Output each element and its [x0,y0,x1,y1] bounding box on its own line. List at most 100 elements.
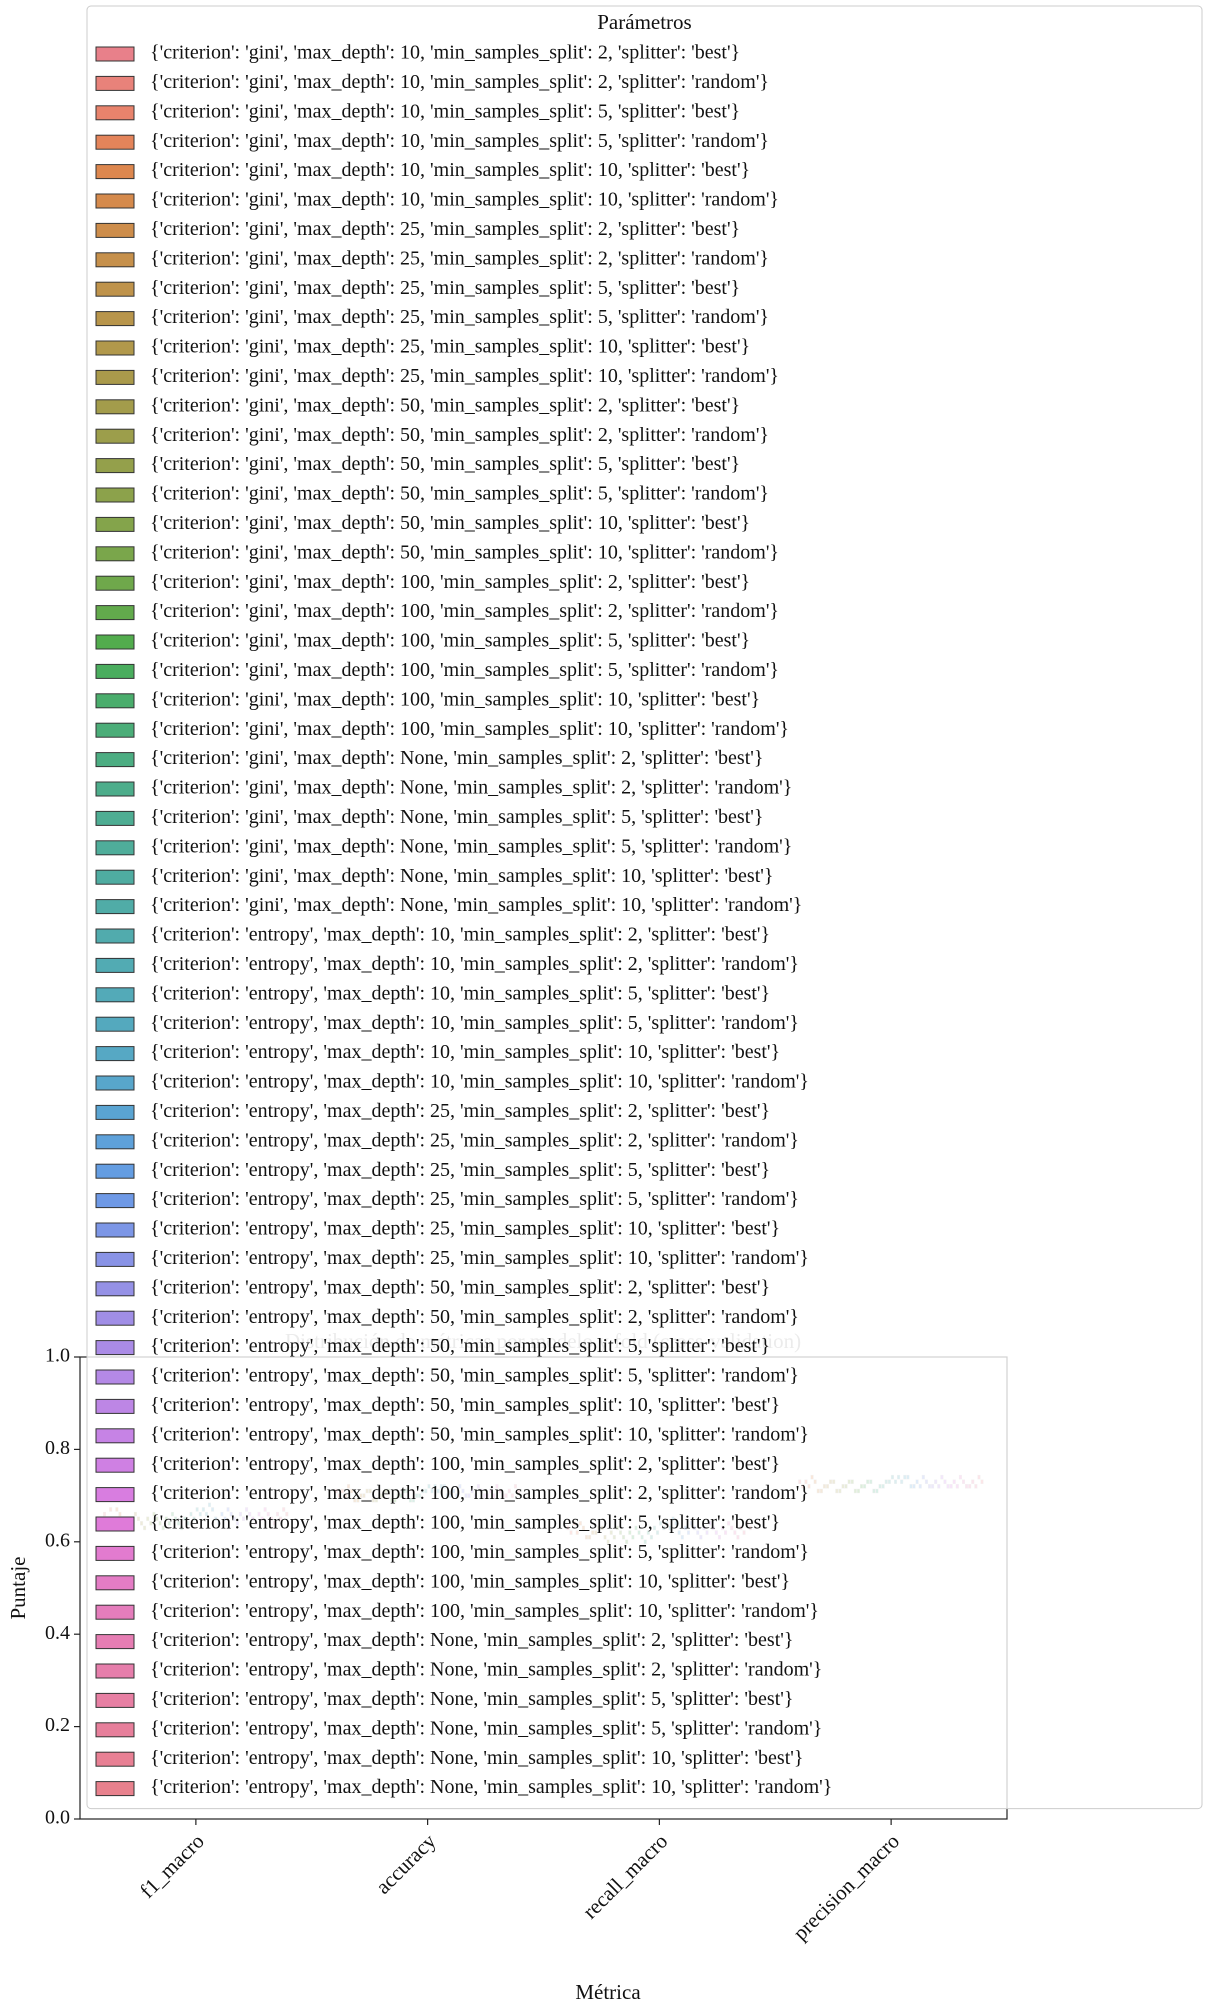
legend-swatch [95,399,135,415]
legend-label: {'criterion': 'entropy', 'max_depth': No… [150,1747,803,1769]
legend-swatch [95,222,135,238]
legend-swatch [95,340,135,356]
legend-label: {'criterion': 'gini', 'max_depth': None,… [150,835,792,857]
legend-swatch [95,1310,135,1326]
legend-label: {'criterion': 'gini', 'max_depth': 10, '… [150,159,750,181]
legend-swatch [95,1751,135,1767]
legend-swatch [95,1634,135,1650]
legend-label: {'criterion': 'entropy', 'max_depth': No… [150,1688,793,1710]
legend-label: {'criterion': 'entropy', 'max_depth': No… [150,1717,822,1739]
legend-label: {'criterion': 'gini', 'max_depth': None,… [150,777,792,799]
y-tick-label: 0.4 [45,1622,70,1644]
legend-label: {'criterion': 'entropy', 'max_depth': 10… [150,1541,809,1563]
legend-swatch [95,1222,135,1238]
legend-label: {'criterion': 'entropy', 'max_depth': 10… [150,1600,819,1622]
legend-swatch [95,1516,135,1532]
legend-swatch [95,1781,135,1797]
legend-label: {'criterion': 'entropy', 'max_depth': 10… [150,953,799,975]
legend-label: {'criterion': 'gini', 'max_depth': 25, '… [150,306,769,328]
legend-label: {'criterion': 'entropy', 'max_depth': 10… [150,1071,809,1093]
legend-swatch [95,987,135,1003]
legend-swatch [95,311,135,327]
legend-label: {'criterion': 'gini', 'max_depth': 100, … [150,571,750,593]
legend-swatch [95,605,135,621]
legend-label: {'criterion': 'gini', 'max_depth': 50, '… [150,394,740,416]
legend-swatch [95,722,135,738]
legend-swatch [95,164,135,180]
legend-label: {'criterion': 'entropy', 'max_depth': 10… [150,1482,809,1504]
legend-title: Parámetros [597,10,691,34]
legend-swatch [95,46,135,62]
legend-label: {'criterion': 'gini', 'max_depth': 50, '… [150,424,769,446]
legend-swatch [95,369,135,385]
legend-swatch [95,575,135,591]
legend-swatch [95,1340,135,1356]
legend-swatch [95,1692,135,1708]
legend-label: {'criterion': 'gini', 'max_depth': 25, '… [150,336,750,358]
legend-swatch [95,1134,135,1150]
legend-swatch [95,1663,135,1679]
legend-label: {'criterion': 'gini', 'max_depth': 10, '… [150,189,779,211]
legend-label: {'criterion': 'entropy', 'max_depth': 10… [150,1512,780,1534]
legend-swatch [95,487,135,503]
legend-swatch [95,458,135,474]
legend-swatch [95,1075,135,1091]
legend-swatch [95,810,135,826]
legend-label: {'criterion': 'entropy', 'max_depth': 10… [150,1453,780,1475]
legend-label: {'criterion': 'gini', 'max_depth': 50, '… [150,453,740,475]
legend-label: {'criterion': 'gini', 'max_depth': None,… [150,894,802,916]
legend-swatch [95,1163,135,1179]
legend-swatch [95,840,135,856]
legend-swatch [95,634,135,650]
legend-label: {'criterion': 'gini', 'max_depth': 25, '… [150,277,740,299]
legend-label: {'criterion': 'gini', 'max_depth': 10, '… [150,42,740,64]
legend-label: {'criterion': 'gini', 'max_depth': None,… [150,865,773,887]
legend-swatch [95,105,135,121]
legend-label: {'criterion': 'gini', 'max_depth': None,… [150,806,763,828]
legend-label: {'criterion': 'entropy', 'max_depth': 50… [150,1394,780,1416]
legend-label: {'criterion': 'gini', 'max_depth': 25, '… [150,365,779,387]
legend-label: {'criterion': 'gini', 'max_depth': 50, '… [150,512,750,534]
legend-label: {'criterion': 'entropy', 'max_depth': 25… [150,1188,799,1210]
legend-label: {'criterion': 'entropy', 'max_depth': 25… [150,1129,799,1151]
legend-swatch [95,752,135,768]
x-axis-label: Métrica [575,1980,641,2004]
legend-swatch [95,1251,135,1267]
legend-label: {'criterion': 'entropy', 'max_depth': 10… [150,982,770,1004]
legend-swatch [95,1104,135,1120]
legend-label: {'criterion': 'entropy', 'max_depth': 50… [150,1365,799,1387]
legend-swatch [95,899,135,915]
legend-swatch [95,781,135,797]
legend-label: {'criterion': 'entropy', 'max_depth': 25… [150,1218,780,1240]
legend-swatch [95,1193,135,1209]
legend-label: {'criterion': 'entropy', 'max_depth': 10… [150,924,770,946]
legend-swatch [95,252,135,268]
legend-label: {'criterion': 'entropy', 'max_depth': 50… [150,1423,809,1445]
y-axis-label: Puntaje [6,1557,30,1620]
y-tick-label: 0.6 [45,1529,70,1551]
legend-swatch [95,193,135,209]
legend-label: {'criterion': 'gini', 'max_depth': None,… [150,747,763,769]
legend-label: {'criterion': 'entropy', 'max_depth': 50… [150,1335,770,1357]
legend-label: {'criterion': 'gini', 'max_depth': 50, '… [150,541,779,563]
legend-swatch [95,134,135,150]
x-tick-label: precision_macro [788,1829,904,1945]
legend-swatch [95,928,135,944]
legend-label: {'criterion': 'gini', 'max_depth': 25, '… [150,218,740,240]
legend-swatch [95,1281,135,1297]
legend-swatch [95,1575,135,1591]
legend-label: {'criterion': 'gini', 'max_depth': 25, '… [150,247,769,269]
x-tick-label: recall_macro [578,1829,672,1923]
legend-swatch [95,869,135,885]
legend-label: {'criterion': 'gini', 'max_depth': 10, '… [150,130,769,152]
legend-swatch [95,1398,135,1414]
legend-label: {'criterion': 'entropy', 'max_depth': 25… [150,1100,770,1122]
legend-label: {'criterion': 'gini', 'max_depth': 100, … [150,600,779,622]
legend-swatch [95,1457,135,1473]
legend-swatch [95,516,135,532]
legend-swatch [95,663,135,679]
legend-label: {'criterion': 'entropy', 'max_depth': 25… [150,1159,770,1181]
legend-label: {'criterion': 'entropy', 'max_depth': 10… [150,1041,780,1063]
legend-label: {'criterion': 'entropy', 'max_depth': No… [150,1629,793,1651]
legend-label: {'criterion': 'gini', 'max_depth': 10, '… [150,100,740,122]
